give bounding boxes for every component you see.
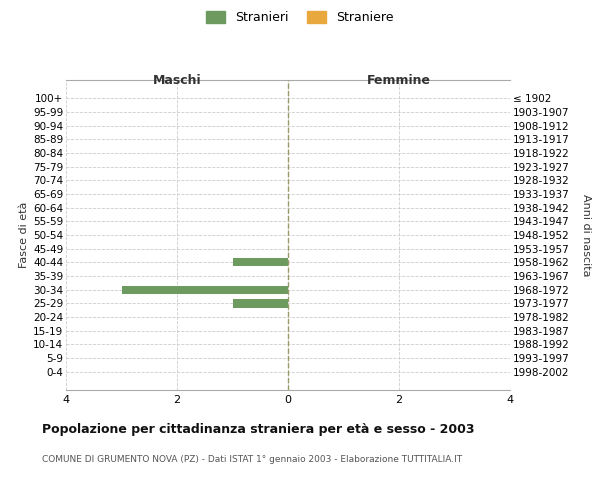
Text: Femmine: Femmine <box>367 74 431 88</box>
Legend: Stranieri, Straniere: Stranieri, Straniere <box>202 6 398 29</box>
Text: COMUNE DI GRUMENTO NOVA (PZ) - Dati ISTAT 1° gennaio 2003 - Elaborazione TUTTITA: COMUNE DI GRUMENTO NOVA (PZ) - Dati ISTA… <box>42 455 462 464</box>
Text: Maschi: Maschi <box>152 74 202 88</box>
Bar <box>233 258 288 266</box>
Bar <box>121 286 288 294</box>
Text: Popolazione per cittadinanza straniera per età e sesso - 2003: Popolazione per cittadinanza straniera p… <box>42 422 475 436</box>
Y-axis label: Anni di nascita: Anni di nascita <box>581 194 590 276</box>
Y-axis label: Fasce di età: Fasce di età <box>19 202 29 268</box>
Bar <box>233 300 288 308</box>
